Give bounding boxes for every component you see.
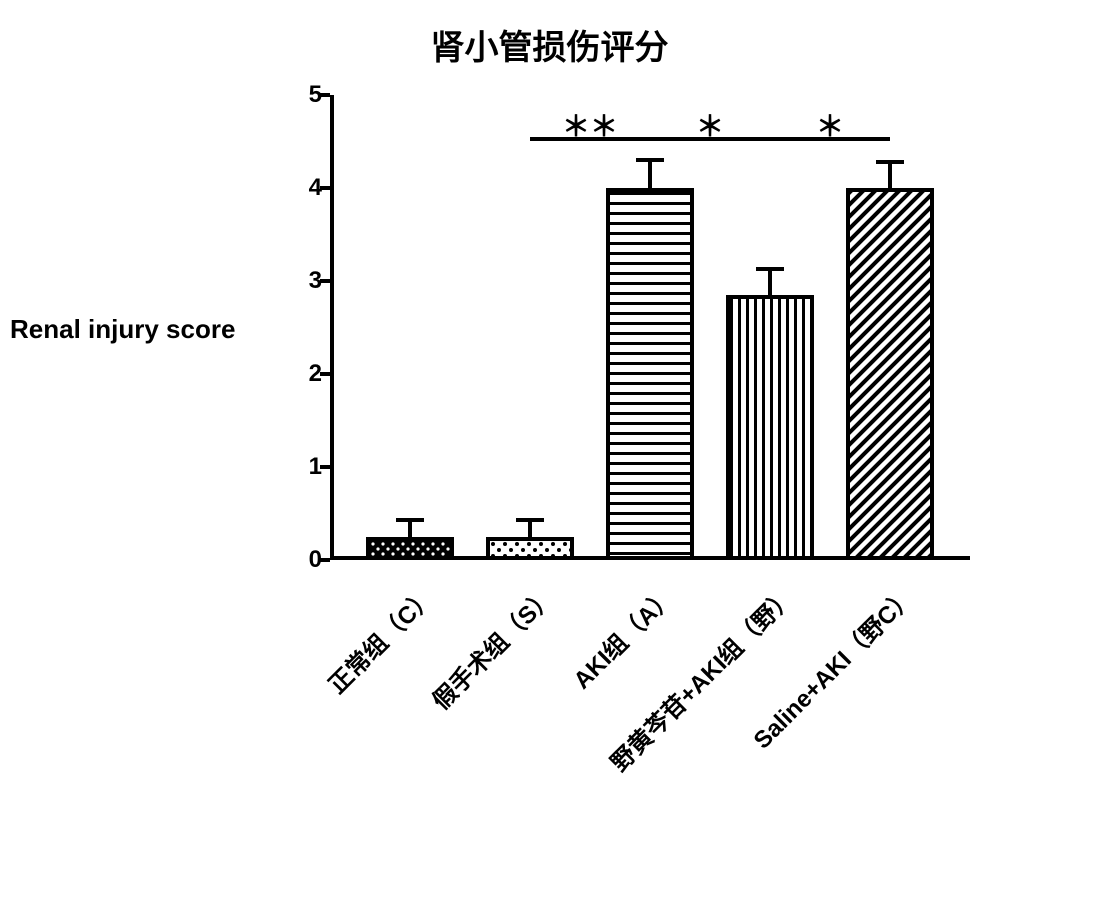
significance-stars: ＊: [816, 105, 844, 145]
significance-stars: ＊＊: [562, 105, 618, 145]
page: 肾小管损伤评分 Renal injury score: [0, 0, 1099, 903]
y-axis: [330, 95, 334, 560]
bar: [846, 95, 934, 560]
y-axis-title: Renal injury score: [10, 314, 235, 345]
y-tick-label: 5: [309, 81, 330, 109]
bar-rect: [606, 188, 694, 560]
x-tick-label: AKI组（A）: [564, 578, 681, 695]
x-labels-container: 正常组（C）假手术组（S）AKI组（A）野黄芩苷+AKI组（野）Saline+A…: [330, 578, 970, 878]
bar-rect: [726, 295, 814, 560]
bar-rect: [846, 188, 934, 560]
y-tick-label: 3: [309, 267, 330, 295]
error-bar-cap: [876, 160, 904, 164]
error-bar-stem: [768, 269, 772, 295]
error-bar-stem: [408, 520, 412, 537]
bar-rect: [366, 537, 454, 560]
bar: [366, 95, 454, 560]
bar: [486, 95, 574, 560]
bar: [606, 95, 694, 560]
bar-rect: [486, 537, 574, 560]
error-bar-cap: [516, 518, 544, 522]
error-bar-stem: [528, 520, 532, 537]
x-tick-label: 假手术组（S）: [423, 578, 561, 716]
plot-area: 012345 ＊＊＊＊: [330, 95, 970, 560]
error-bar-stem: [888, 162, 892, 188]
y-tick-label: 4: [309, 174, 330, 202]
significance-stars: ＊: [696, 105, 724, 145]
y-tick-label: 0: [309, 546, 330, 574]
error-bar-stem: [648, 160, 652, 188]
chart-title: 肾小管损伤评分: [0, 20, 1099, 69]
error-bar-cap: [396, 518, 424, 522]
bar: [726, 95, 814, 560]
y-tick-label: 1: [309, 453, 330, 481]
error-bar-cap: [756, 267, 784, 271]
y-tick-label: 2: [309, 360, 330, 388]
error-bar-cap: [636, 158, 664, 162]
x-tick-label: 正常组（C）: [319, 578, 441, 700]
